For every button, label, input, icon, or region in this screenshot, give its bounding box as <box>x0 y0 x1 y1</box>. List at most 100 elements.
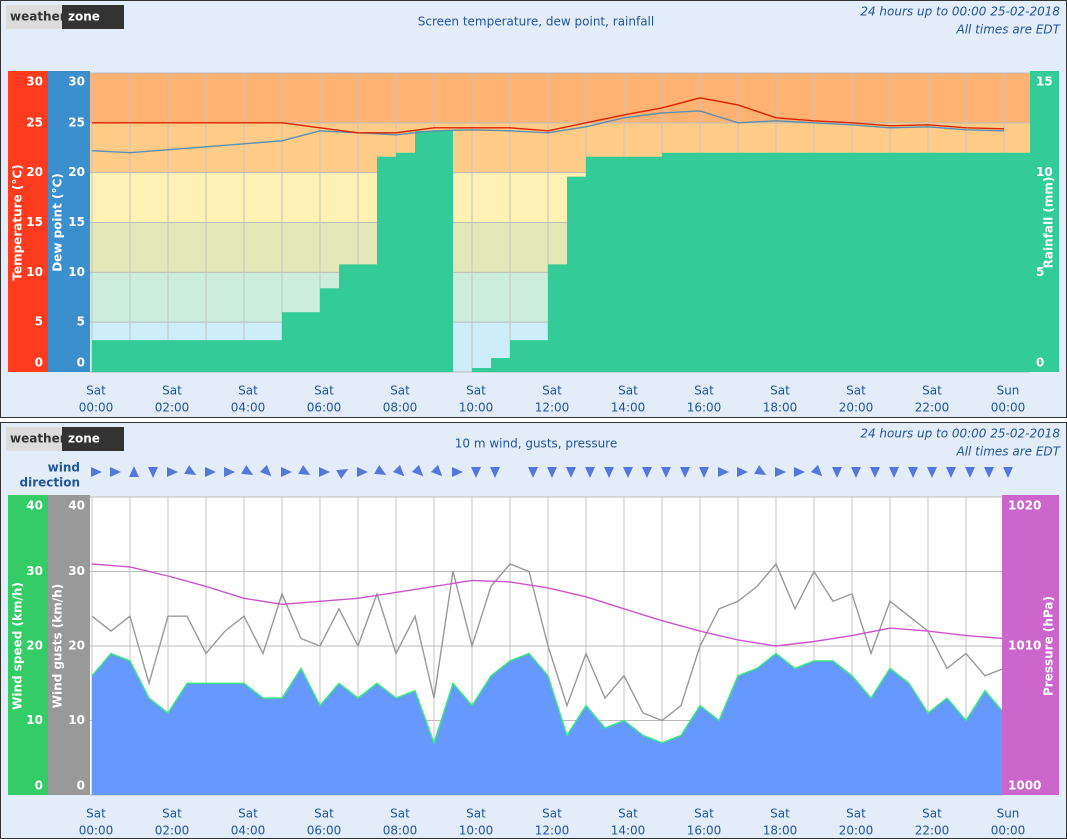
wind-arrow <box>754 465 767 475</box>
y-tick-label: 5 <box>1036 265 1044 279</box>
x-tick-day: Sat <box>314 807 334 821</box>
y-tick-label: 20 <box>68 165 85 179</box>
wind-direction-label: direction <box>19 476 80 490</box>
y-tick-label: 0 <box>77 779 85 793</box>
y-tick-label: 20 <box>26 165 43 179</box>
y-tick-label: 10 <box>68 713 85 727</box>
x-tick-time: 20:00 <box>839 824 874 838</box>
wind-arrow <box>870 467 880 478</box>
y-tick-label: 15 <box>26 215 43 229</box>
series-line <box>91 110 1005 154</box>
x-tick-day: Sat <box>694 807 714 821</box>
x-tick-time: 08:00 <box>383 401 418 415</box>
x-tick-day: Sat <box>846 384 866 398</box>
x-tick-day: Sat <box>770 384 790 398</box>
y-tick-label: 30 <box>26 75 43 89</box>
axis-strip <box>1030 71 1059 372</box>
rainfall-bar <box>662 152 1030 372</box>
axis-strip <box>8 71 48 372</box>
x-tick-time: 18:00 <box>763 824 798 838</box>
x-tick-day: Sat <box>694 384 714 398</box>
wind-arrow <box>699 467 709 478</box>
temperature-band <box>90 73 1030 123</box>
y-tick-label: 25 <box>26 115 43 129</box>
chart-title: Screen temperature, dew point, rainfall <box>418 15 654 29</box>
x-tick-day: Sat <box>618 384 638 398</box>
x-tick-time: 22:00 <box>915 401 950 415</box>
axis-strip <box>48 495 90 795</box>
logo-right <box>62 427 124 451</box>
logo-left <box>6 427 62 451</box>
wind-direction-label: wind <box>48 461 80 475</box>
x-tick-day: Sat <box>162 384 182 398</box>
wind-arrow <box>623 467 633 478</box>
series-line <box>91 562 1005 722</box>
y-tick-label: 5 <box>77 315 85 329</box>
x-tick-day: Sun <box>997 384 1020 398</box>
x-tick-day: Sat <box>542 384 562 398</box>
wind-arrow <box>205 467 216 477</box>
x-tick-time: 14:00 <box>611 401 646 415</box>
wind-arrow <box>129 466 139 477</box>
x-tick-day: Sat <box>390 384 410 398</box>
wind-speed-line <box>91 652 1005 746</box>
wind-arrow <box>336 469 349 479</box>
wind-arrow <box>585 467 595 478</box>
y-tick-label: 10 <box>68 265 85 279</box>
y-tick-label: 1010 <box>1008 639 1041 653</box>
x-tick-day: Sat <box>466 807 486 821</box>
x-tick-time: 00:00 <box>991 401 1026 415</box>
x-tick-time: 12:00 <box>535 824 570 838</box>
x-tick-day: Sat <box>314 384 334 398</box>
x-tick-time: 00:00 <box>79 401 114 415</box>
x-tick-day: Sat <box>86 384 106 398</box>
x-tick-time: 04:00 <box>231 401 266 415</box>
wind-arrow <box>718 467 729 477</box>
x-tick-time: 10:00 <box>459 401 494 415</box>
series-line <box>92 97 1005 134</box>
y-tick-label: 0 <box>35 356 43 370</box>
x-tick-day: Sat <box>86 807 106 821</box>
wind-arrow <box>374 465 387 475</box>
wind-arrow <box>392 464 405 477</box>
x-tick-day: Sat <box>238 807 258 821</box>
x-tick-time: 16:00 <box>687 401 722 415</box>
y-tick-label: 0 <box>35 779 43 793</box>
axis-strip <box>1002 495 1059 795</box>
y-tick-label: 10 <box>1036 165 1053 179</box>
wind-arrow <box>832 467 842 478</box>
subtitle: 24 hours up to 00:00 25-02-2018 <box>860 5 1060 19</box>
wind-arrow <box>908 467 918 478</box>
axis-label: Wind gusts (km/h) <box>51 584 65 708</box>
wind-arrow <box>661 467 671 478</box>
logo-text: zone <box>68 10 100 24</box>
axis-label: Rainfall (mm) <box>1042 177 1056 269</box>
x-tick-time: 20:00 <box>839 401 874 415</box>
x-tick-day: Sat <box>618 807 638 821</box>
wind-speed-area <box>92 653 1004 795</box>
wind-arrow <box>604 467 614 478</box>
rainfall-bar <box>339 264 377 372</box>
rainfall-bar <box>320 288 339 372</box>
x-tick-time: 06:00 <box>307 401 342 415</box>
rainfall-bar <box>510 340 548 372</box>
axis-label: Wind speed (km/h) <box>11 582 25 710</box>
logo-right <box>62 5 124 29</box>
logo-text: zone <box>68 432 100 446</box>
series-line <box>91 563 1005 647</box>
x-tick-time: 02:00 <box>155 824 190 838</box>
wind-arrow <box>490 467 500 478</box>
wind-arrow <box>794 467 805 477</box>
y-tick-label: 5 <box>35 315 43 329</box>
wind-arrow <box>411 464 424 477</box>
wind-arrow <box>357 467 368 477</box>
x-tick-time: 22:00 <box>915 824 950 838</box>
x-tick-day: Sat <box>922 384 942 398</box>
x-tick-time: 12:00 <box>535 401 570 415</box>
x-tick-day: Sat <box>846 807 866 821</box>
wind-arrow <box>851 467 861 478</box>
logo-text: weather <box>10 10 66 24</box>
wind-arrow <box>224 467 235 477</box>
